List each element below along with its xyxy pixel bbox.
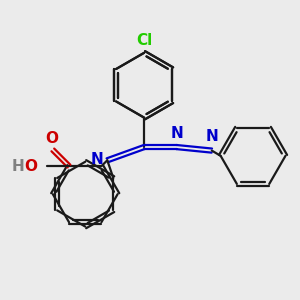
- Text: N: N: [91, 152, 104, 167]
- Text: N: N: [171, 126, 184, 141]
- Text: H: H: [12, 159, 25, 174]
- Text: N: N: [206, 129, 219, 144]
- Text: O: O: [45, 131, 58, 146]
- Text: Cl: Cl: [136, 33, 152, 48]
- Text: O: O: [25, 159, 38, 174]
